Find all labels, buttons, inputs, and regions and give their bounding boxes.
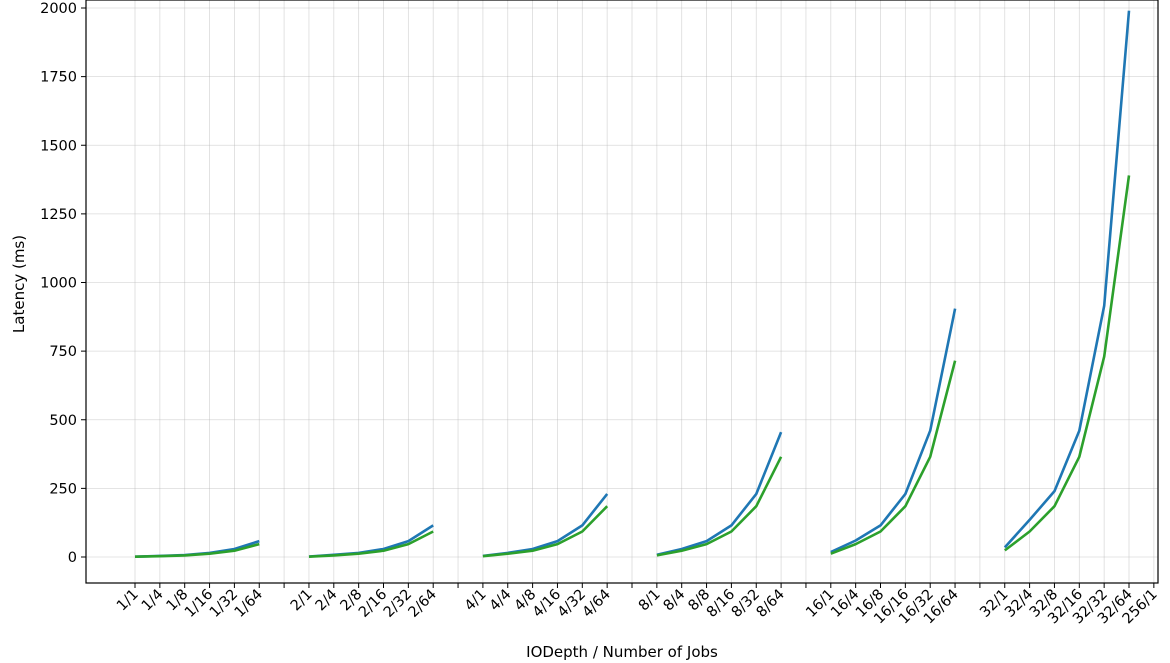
x-tick-label: 8/16 <box>704 587 738 621</box>
x-tick-label: 2/4 <box>313 587 341 615</box>
series-lines <box>134 10 1131 558</box>
x-tick-label: 4/16 <box>530 587 564 621</box>
x-tick-label: 32/4 <box>1002 587 1036 621</box>
x-tick-label: 1/64 <box>232 587 266 621</box>
x-axis-ticks: 1/11/41/81/161/321/64 2/12/42/82/162/322/… <box>114 583 1161 627</box>
x-tick-label: 1/4 <box>139 587 167 615</box>
x-tick-label: 2/32 <box>381 587 415 621</box>
x-tick-label: 2/64 <box>406 587 440 621</box>
series-1-line <box>656 456 783 557</box>
x-tick-label: 8/64 <box>754 587 788 621</box>
y-tick-label: 1500 <box>40 138 77 154</box>
series-0-line <box>1003 10 1131 549</box>
y-tick-label: 500 <box>49 413 77 429</box>
x-tick-label: 4/32 <box>555 587 589 621</box>
series-1-line <box>830 360 957 555</box>
x-tick-label: 8/1 <box>636 587 664 615</box>
x-tick-label: 2/1 <box>288 587 316 615</box>
series-1-line <box>1004 175 1131 552</box>
x-tick-label: 4/64 <box>580 587 614 621</box>
series-0-line <box>830 308 957 554</box>
x-tick-label: 16/1 <box>803 587 837 621</box>
x-tick-label: 1/16 <box>182 587 216 621</box>
y-tick-label: 750 <box>49 344 77 360</box>
series-0-line <box>656 431 783 557</box>
series-1-line <box>134 542 260 558</box>
y-tick-label: 250 <box>49 481 77 497</box>
y-tick-label: 1750 <box>40 70 77 86</box>
x-tick-label: 4/4 <box>487 587 515 615</box>
y-tick-label: 0 <box>68 550 77 566</box>
x-axis-label: IODepth / Number of Jobs <box>526 643 718 661</box>
plot-frame <box>85 0 1159 584</box>
x-tick-label: 32/1 <box>977 587 1011 621</box>
axes <box>85 0 1159 584</box>
y-axis-label: Latency (ms) <box>10 235 28 333</box>
x-tick-label: 1/1 <box>114 587 142 615</box>
y-tick-label: 1250 <box>40 207 77 223</box>
grid <box>86 0 1158 583</box>
y-tick-label: 1000 <box>40 276 77 292</box>
series-1-line <box>482 505 609 558</box>
x-tick-label: 2/16 <box>356 587 390 621</box>
x-tick-label: 16/4 <box>828 587 862 621</box>
x-tick-label: 4/1 <box>462 587 490 615</box>
x-tick-label: 8/32 <box>729 587 763 621</box>
x-tick-label: 8/4 <box>661 587 689 615</box>
y-axis-ticks: 0 250 500 750 1000 1250 1500 1750 2000 <box>40 1 86 566</box>
series-1-line <box>308 530 434 558</box>
y-tick-label: 2000 <box>40 1 77 17</box>
x-tick-label: 1/32 <box>207 587 241 621</box>
